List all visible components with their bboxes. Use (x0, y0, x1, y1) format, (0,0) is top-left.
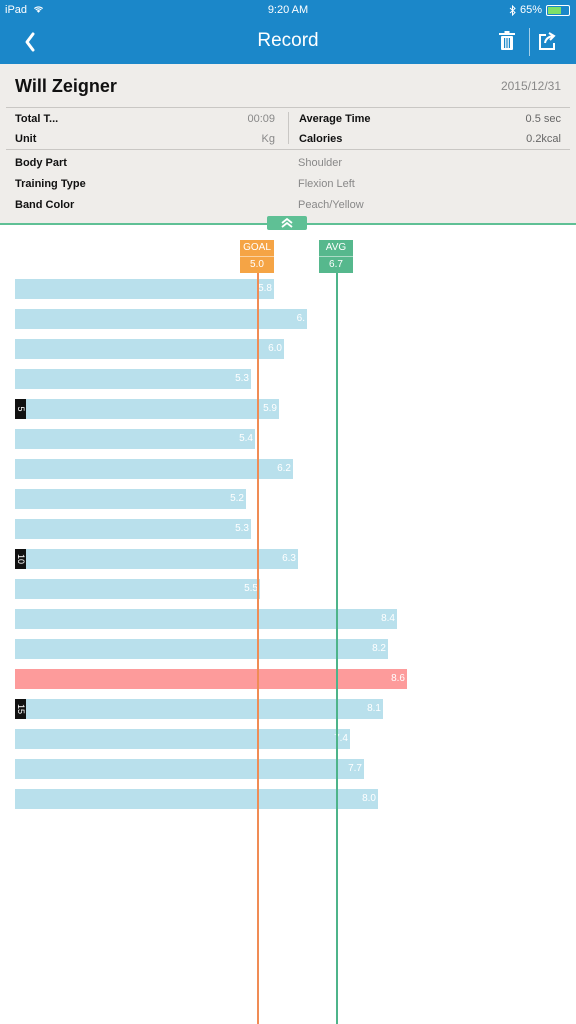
bar-value: 8.4 (381, 613, 395, 624)
bar-row: 5.2 (15, 489, 246, 509)
bar-value: 5.3 (235, 373, 249, 384)
goal-label: GOAL (243, 242, 271, 253)
avg-time-label: Average Time (299, 113, 371, 125)
row-number-label: 15 (15, 699, 26, 719)
bar-row: 5.3 (15, 369, 251, 389)
status-time: 9:20 AM (267, 4, 309, 16)
bar-row: 5.5 (15, 579, 260, 599)
bar-value: 5.3 (235, 523, 249, 534)
bar-value: 6.3 (282, 553, 296, 564)
avg-value: 6.7 (319, 256, 353, 273)
bar-value: 6.2 (277, 463, 291, 474)
bar-row: 7.4 (15, 729, 350, 749)
total-time-value: 00:09 (247, 113, 275, 125)
bar-row: 8.6 (15, 669, 407, 689)
back-button[interactable] (18, 28, 46, 56)
avg-tag: AVG 6.7 (319, 240, 353, 273)
goal-value: 5.0 (240, 256, 274, 273)
unit-value: Kg (261, 133, 275, 145)
bar-value: 7.7 (348, 763, 362, 774)
bar-row: 8.0 (15, 789, 378, 809)
share-icon[interactable] (536, 30, 558, 52)
bar-value: 5.2 (230, 493, 244, 504)
collapse-handle[interactable] (267, 216, 307, 230)
trash-icon[interactable] (496, 30, 518, 52)
bar-value: 5.9 (263, 403, 277, 414)
bar-value: 8.2 (372, 643, 386, 654)
bar-row: 5.3 (15, 519, 251, 539)
row-number-label: 5 (15, 399, 26, 419)
nav-bar: Record (0, 20, 576, 64)
user-name: Will Zeigner (15, 76, 117, 96)
page-title: Record (257, 30, 319, 51)
record-date: 2015/12/31 (500, 79, 561, 93)
row-number-text: 15 (15, 703, 26, 715)
body-part-label: Body Part (15, 157, 67, 169)
divider (6, 107, 570, 108)
band-color-label: Band Color (15, 199, 75, 211)
chevron-up-icon (281, 217, 293, 228)
training-type-value: Flexion Left (298, 178, 355, 190)
battery-icon (546, 4, 570, 16)
goal-line (257, 272, 259, 1024)
training-type-label: Training Type (15, 178, 86, 190)
row-number-text: 5 (15, 406, 26, 412)
calories-label: Calories (299, 133, 343, 145)
avg-label: AVG (325, 242, 347, 253)
bar-row: 6.0 (15, 339, 284, 359)
calories-value: 0.2kcal (526, 133, 561, 145)
bluetooth-icon (509, 4, 516, 16)
total-time-label: Total T... (15, 113, 59, 125)
bar-row: 7.7 (15, 759, 364, 779)
status-device: iPad (5, 4, 44, 16)
nav-separator (529, 28, 530, 56)
goal-tag: GOAL 5.0 (240, 240, 274, 273)
bar-value: 5.4 (239, 433, 253, 444)
bar-row: 8.1 (15, 699, 383, 719)
bar-value: 5.8 (258, 283, 272, 294)
bar-row: 6.3 (15, 549, 298, 569)
bar-row: 5.9 (15, 399, 279, 419)
avg-line (336, 272, 338, 1024)
bar-row: 5.4 (15, 429, 255, 449)
bar-value: 8.6 (391, 673, 405, 684)
bar-value: 6.0 (268, 343, 282, 354)
divider (6, 149, 570, 150)
divider-vertical (288, 112, 289, 144)
bar-row: 6.2 (15, 459, 293, 479)
bar-value: 8.1 (367, 703, 381, 714)
status-bar: iPad 9:20 AM 65% (0, 0, 576, 20)
bar-value: 7.4 (334, 733, 348, 744)
bar-row: 8.2 (15, 639, 388, 659)
status-right: 65% (509, 4, 570, 16)
wifi-icon (34, 6, 44, 13)
bar-value: 8.0 (362, 793, 376, 804)
unit-label: Unit (15, 133, 37, 145)
band-color-value: Peach/Yellow (298, 199, 364, 211)
row-number-text: 10 (15, 553, 26, 565)
battery-percent: 65% (519, 4, 542, 16)
body-part-value: Shoulder (298, 157, 343, 169)
bar-value: 6. (296, 313, 305, 324)
bar-row: 8.4 (15, 609, 397, 629)
bar-row: 6. (15, 309, 307, 329)
row-number-label: 10 (15, 549, 26, 569)
bar-value: 5.5 (244, 583, 258, 594)
bar-row: 5.8 (15, 279, 274, 299)
record-summary-panel: Will Zeigner 2015/12/31 Total T... 00:09… (0, 64, 576, 225)
avg-time-value: 0.5 sec (525, 113, 561, 125)
